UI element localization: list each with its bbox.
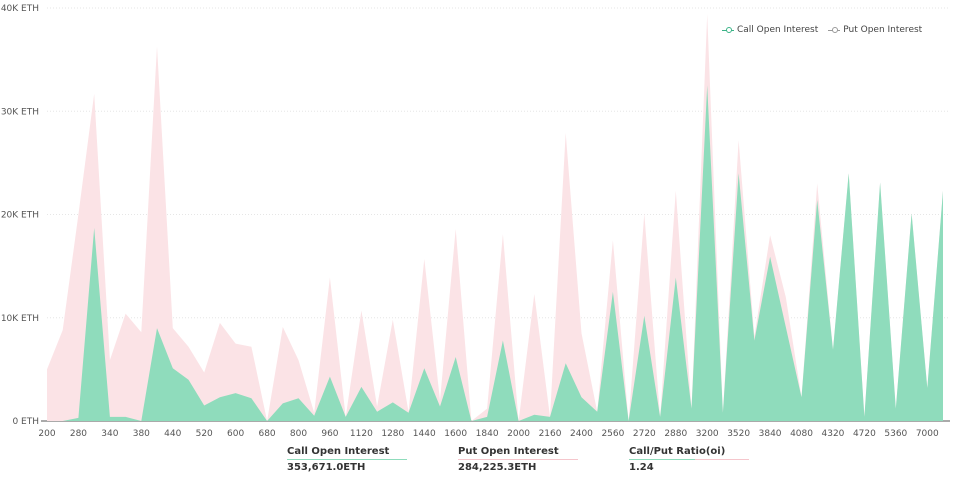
card-title: Call/Put Ratio(oi) xyxy=(629,446,726,457)
legend: Call Open Interest Put Open Interest xyxy=(722,25,922,35)
x-tick-label: 4320 xyxy=(822,429,845,439)
x-tick-label: 1280 xyxy=(381,429,404,439)
call-marker-icon xyxy=(722,27,734,33)
x-tick-label: 200 xyxy=(38,429,55,439)
y-tick-label: 20K ETH xyxy=(1,211,39,221)
y-tick-label: 40K ETH xyxy=(1,4,39,14)
x-tick-label: 960 xyxy=(321,429,338,439)
x-tick-label: 680 xyxy=(258,429,275,439)
x-tick-label: 440 xyxy=(164,429,181,439)
x-tick-label: 1600 xyxy=(444,429,467,439)
legend-item-call[interactable]: Call Open Interest xyxy=(722,25,818,35)
x-tick-label: 2000 xyxy=(507,429,530,439)
card-value: 353,671.0ETH xyxy=(287,462,366,473)
card-value: 284,225.3ETH xyxy=(458,462,537,473)
y-tick-label: 10K ETH xyxy=(1,314,39,324)
card-underline xyxy=(287,459,407,460)
open-interest-chart: 0 ETH 10K ETH 20K ETH 30K ETH 40K ETH 200 280… xyxy=(1,4,950,439)
x-tick-label: 5360 xyxy=(884,429,907,439)
x-tick-label: 600 xyxy=(227,429,244,439)
x-tick-label: 3520 xyxy=(727,429,750,439)
card-title: Put Open Interest xyxy=(458,446,559,457)
x-tick-label: 7000 xyxy=(916,429,939,439)
y-tick-label: 30K ETH xyxy=(1,107,39,117)
card-title: Call Open Interest xyxy=(287,446,390,457)
x-tick-label: 2880 xyxy=(664,429,687,439)
card-value: 1.24 xyxy=(629,462,654,473)
x-tick-label: 280 xyxy=(70,429,87,439)
card-underline xyxy=(629,459,749,460)
x-tick-label: 340 xyxy=(101,429,118,439)
x-tick-label: 380 xyxy=(133,429,150,439)
call-oi-area xyxy=(47,85,943,422)
ratio-card: Call/Put Ratio(oi) 1.24 xyxy=(629,446,749,473)
x-tick-label: 2720 xyxy=(633,429,656,439)
card-underline xyxy=(458,459,578,460)
legend-call-label: Call Open Interest xyxy=(737,25,819,35)
x-tick-label: 2400 xyxy=(570,429,593,439)
x-tick-label: 3200 xyxy=(696,429,719,439)
x-tick-label: 2560 xyxy=(601,429,624,439)
put-oi-card: Put Open Interest 284,225.3ETH xyxy=(458,446,578,473)
x-tick-label: 4080 xyxy=(790,429,813,439)
legend-put-label: Put Open Interest xyxy=(843,25,923,35)
x-tick-label: 1440 xyxy=(413,429,436,439)
call-oi-card: Call Open Interest 353,671.0ETH xyxy=(287,446,407,473)
x-tick-label: 800 xyxy=(290,429,307,439)
x-tick-label: 520 xyxy=(196,429,213,439)
put-marker-icon xyxy=(828,27,841,33)
x-tick-label: 1120 xyxy=(350,429,373,439)
put-oi-area xyxy=(47,14,943,421)
x-tick-label: 4720 xyxy=(853,429,876,439)
x-tick-label: 1840 xyxy=(476,429,499,439)
legend-item-put[interactable]: Put Open Interest xyxy=(828,25,922,35)
y-tick-label: 0 ETH xyxy=(12,417,39,427)
x-tick-label: 2160 xyxy=(539,429,562,439)
x-tick-label: 3840 xyxy=(759,429,782,439)
